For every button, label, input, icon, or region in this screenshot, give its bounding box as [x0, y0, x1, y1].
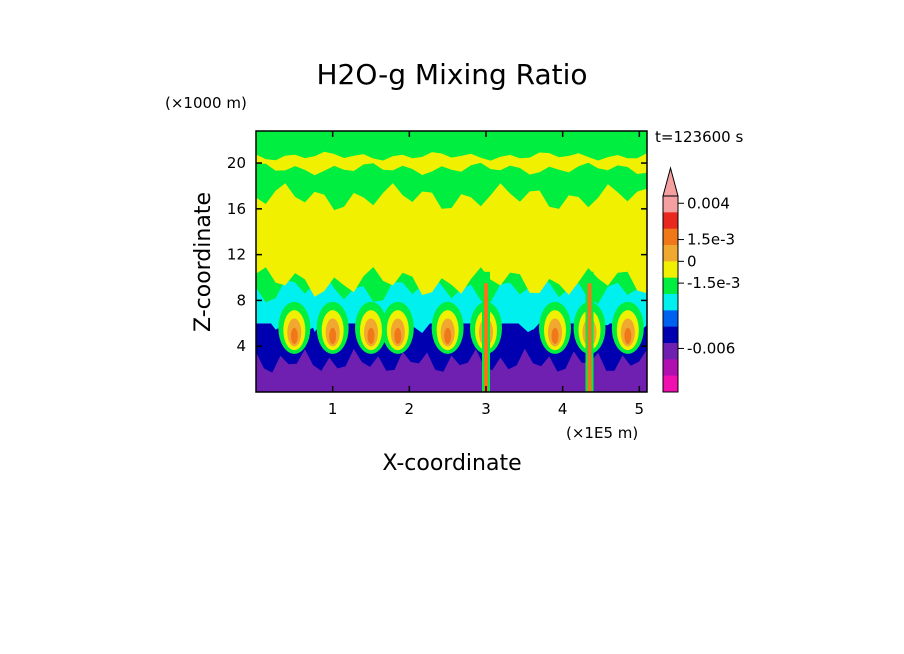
colorbar-label: 0	[687, 252, 697, 270]
plume-4	[431, 301, 464, 354]
plume-core	[624, 327, 632, 344]
colorbar-frame	[662, 195, 679, 393]
colorbar-segment	[663, 343, 678, 360]
colorbar-segment	[663, 277, 678, 295]
colorbar-segment	[663, 261, 678, 279]
x-tick-label: 4	[558, 400, 568, 418]
plume-2	[355, 301, 387, 354]
y-tick-label: 4	[236, 337, 246, 355]
plume-8	[611, 301, 644, 354]
x-tick-label: 1	[328, 400, 338, 418]
plot-frame	[255, 130, 648, 393]
colorbar-segment	[663, 228, 678, 246]
plume-1	[316, 301, 349, 354]
low-purple	[256, 348, 647, 392]
column-core-1	[587, 283, 592, 392]
y-axis-ticks: 4 8 12 16 20	[227, 154, 647, 355]
colorbar-label: 0.004	[687, 194, 730, 212]
plume-core	[290, 327, 298, 344]
y-axis-label: Z-coordinate	[191, 192, 216, 332]
plume-core	[394, 327, 402, 344]
plume-core	[551, 327, 559, 344]
plume-0	[278, 301, 311, 354]
x-tick-label: 5	[635, 400, 645, 418]
colorbar-labels: 0.004 1.5e-3 0 -1.5e-3 -0.006	[678, 194, 740, 357]
contour-field	[256, 131, 647, 392]
y-unit-label: (×1000 m)	[165, 94, 247, 112]
y-tick-label: 20	[227, 154, 246, 172]
colorbar-segment	[663, 245, 678, 262]
colorbar-segment	[663, 359, 678, 377]
colorbar-label: -0.006	[687, 339, 735, 357]
x-axis-label: X-coordinate	[382, 451, 521, 476]
y-tick-label: 8	[236, 291, 246, 309]
plume-3	[381, 301, 414, 354]
colorbar-segment	[663, 212, 678, 230]
colorbar-label: 1.5e-3	[687, 231, 735, 249]
plume-6	[539, 301, 571, 354]
plume-core	[329, 327, 337, 344]
time-label: t=123600 s	[655, 128, 743, 146]
colorbar-extend-arrow	[662, 166, 679, 197]
colorbar-segment	[663, 375, 678, 393]
colorbar-segment	[663, 196, 678, 213]
colorbar-segment	[663, 294, 678, 311]
x-tick-label: 3	[481, 400, 491, 418]
plot-area	[255, 130, 648, 393]
column-core-0	[484, 283, 488, 392]
wave-green-top	[256, 131, 647, 161]
colorbar-label: -1.5e-3	[687, 274, 740, 292]
colorbar-segment	[663, 326, 678, 344]
x-unit-label: (×1E5 m)	[566, 424, 638, 442]
chart-title: H2O-g Mixing Ratio	[316, 58, 587, 91]
colorbar-segment	[663, 310, 678, 328]
y-tick-label: 16	[227, 200, 246, 218]
plume-core	[444, 327, 452, 344]
x-tick-label: 2	[405, 400, 415, 418]
colorbar	[662, 166, 679, 393]
y-tick-label: 12	[227, 246, 246, 264]
x-axis-ticks: 1 2 3 4 5	[328, 131, 644, 418]
plume-core	[367, 327, 375, 344]
